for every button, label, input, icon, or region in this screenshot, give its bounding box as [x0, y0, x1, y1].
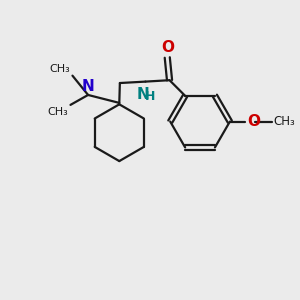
Text: O: O [161, 40, 174, 55]
Text: O: O [247, 114, 260, 129]
Text: CH₃: CH₃ [50, 64, 70, 74]
Text: H: H [145, 90, 156, 103]
Text: CH₃: CH₃ [274, 115, 296, 128]
Text: N: N [82, 79, 94, 94]
Text: CH₃: CH₃ [47, 106, 68, 117]
Text: N: N [137, 87, 149, 102]
